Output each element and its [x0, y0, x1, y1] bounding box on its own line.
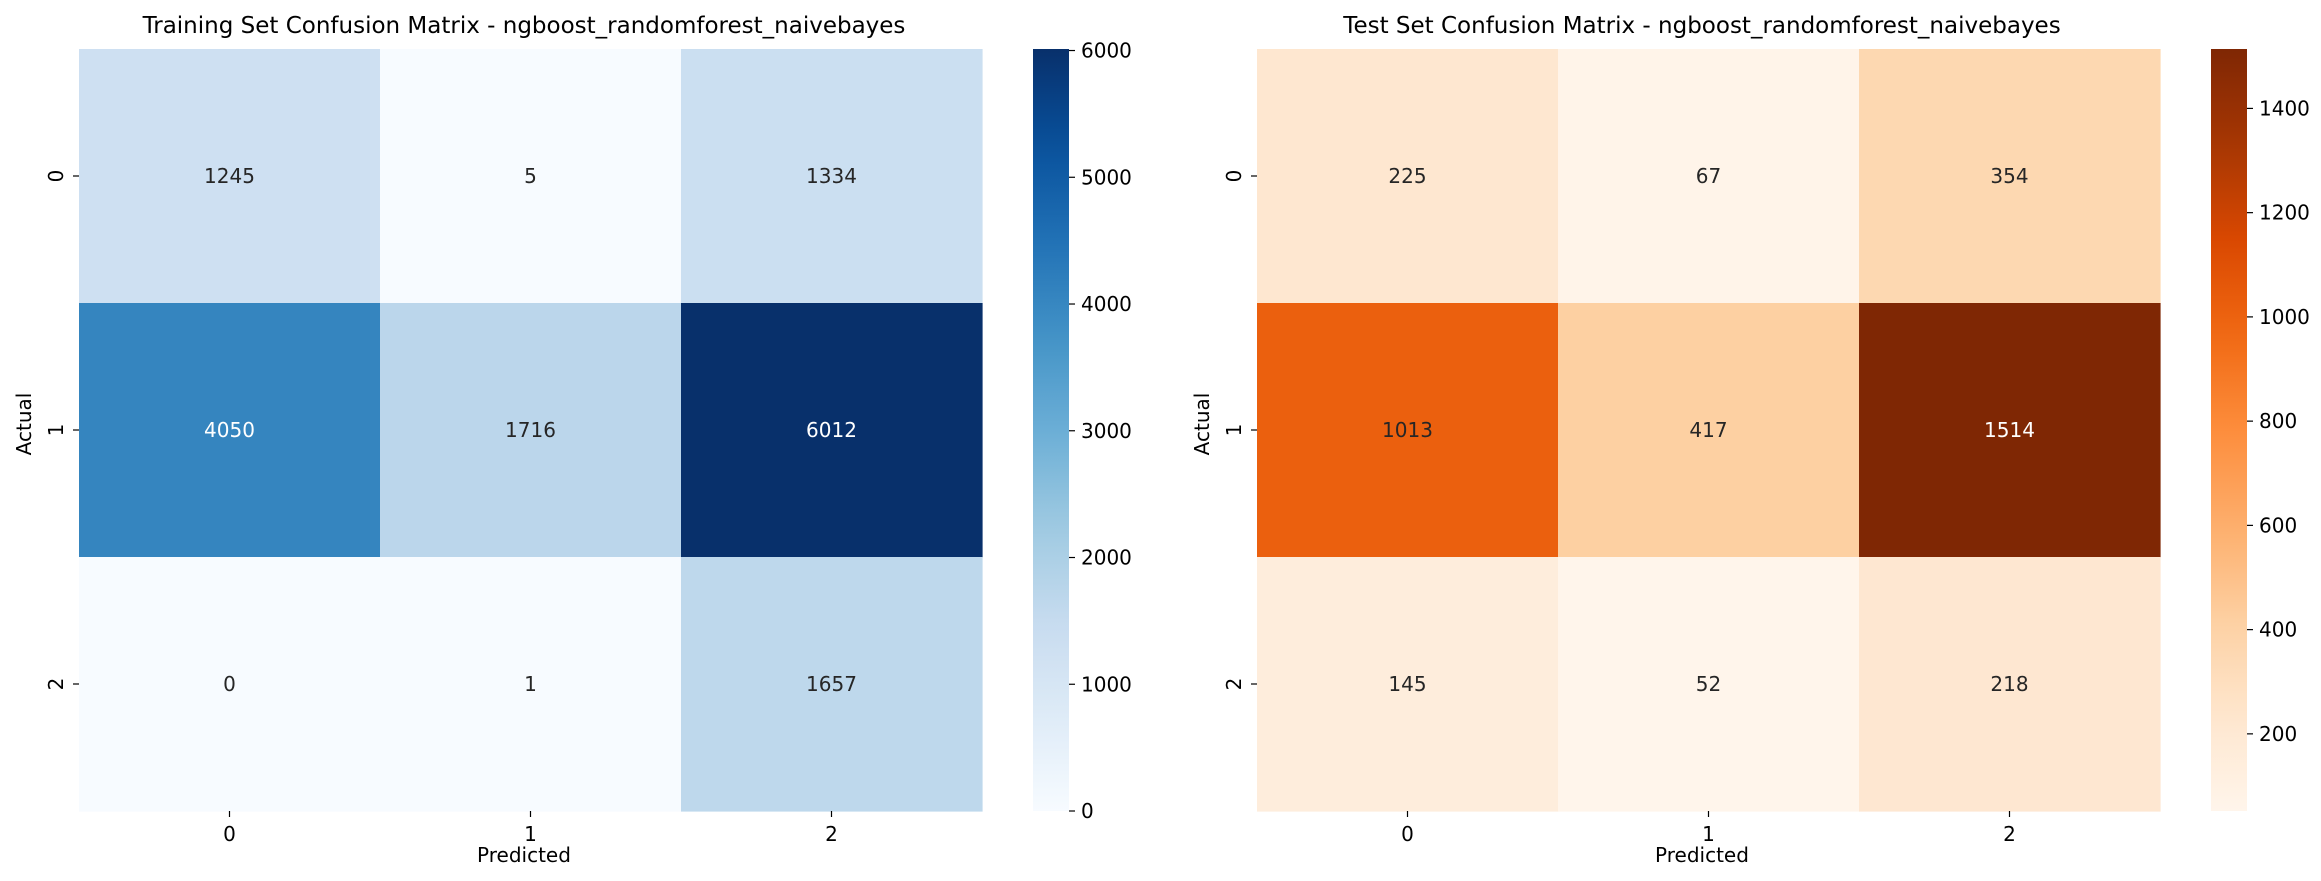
training-cell-r0-c0: [79, 49, 381, 304]
training-cell-label-r0-c1: 5: [524, 164, 537, 188]
test-cell-label-r0-c0: 225: [1388, 164, 1426, 188]
training-x-axis-label: Predicted: [477, 843, 571, 867]
training-x-tick-label: 1: [524, 822, 537, 846]
test-cell-r2-c1: [1558, 557, 1860, 812]
training-colorbar: 0 1000 2000 3000 4000 5000 6000: [1033, 39, 1132, 823]
test-colorbar-tick-label: 1000: [2259, 305, 2310, 329]
training-cell-label-r2-c0: 0: [223, 672, 236, 696]
training-cell-r1-c1: [380, 303, 682, 558]
training-colorbar-tick-label: 1000: [1081, 672, 1132, 696]
test-cell-r1-c1: [1558, 303, 1860, 558]
training-x-tick-label: 2: [825, 822, 838, 846]
test-x-axis-label: Predicted: [1655, 843, 1749, 867]
test-cell-r1-c2: [1859, 303, 2161, 558]
training-cell-label-r0-c0: 1245: [204, 164, 255, 188]
training-colorbar-tick-label: 4000: [1081, 292, 1132, 316]
training-colorbar-tick-label: 3000: [1081, 419, 1132, 443]
test-colorbar: 200 400 600 800 1000 1200 1400: [2211, 49, 2310, 811]
training-cell-label-r1-c2: 6012: [806, 418, 857, 442]
training-colorbar-tick-label: 6000: [1081, 39, 1132, 63]
test-cell-label-r2-c0: 145: [1388, 672, 1426, 696]
test-cell-r2-c0: [1257, 557, 1559, 812]
test-cell-label-r2-c2: 218: [1990, 672, 2028, 696]
test-cell-label-r2-c1: 52: [1696, 672, 1721, 696]
test-cell-label-r1-c1: 417: [1689, 418, 1727, 442]
training-colorbar-gradient: [1033, 49, 1069, 811]
test-confusion-matrix-panel: Test Set Confusion Matrix - ngboost_rand…: [1190, 13, 2310, 867]
test-cell-r0-c2: [1859, 49, 2161, 304]
training-cell-label-r1-c0: 4050: [204, 418, 255, 442]
training-y-axis-label: Actual: [12, 393, 36, 456]
test-x-tick-label: 2: [2003, 822, 2016, 846]
test-y-tick-label: 0: [1222, 170, 1246, 183]
training-y-tick-label: 1: [44, 424, 68, 437]
test-colorbar-tick-label: 400: [2259, 618, 2297, 642]
training-cell-label-r1-c1: 1716: [505, 418, 556, 442]
test-cell-label-r0-c2: 354: [1990, 164, 2028, 188]
test-colorbar-tick-label: 800: [2259, 409, 2297, 433]
training-confusion-matrix-panel: Training Set Confusion Matrix - ngboost_…: [12, 13, 1132, 867]
training-cell-r2-c2: [681, 557, 983, 812]
test-x-tick-label: 0: [1401, 822, 1414, 846]
training-y-ticks: 0 1 2: [44, 170, 79, 691]
test-cell-r0-c1: [1558, 49, 1860, 304]
test-y-axis-label: Actual: [1190, 393, 1214, 456]
training-cell-r1-c0: [79, 303, 381, 558]
training-colorbar-tick-label: 5000: [1081, 165, 1132, 189]
training-cell-r0-c1: [380, 49, 682, 304]
training-chart-title: Training Set Confusion Matrix - ngboost_…: [142, 13, 906, 39]
training-cell-r1-c2: [681, 303, 983, 558]
test-cell-label-r1-c2: 1514: [1984, 418, 2035, 442]
test-cell-r0-c0: [1257, 49, 1559, 304]
training-colorbar-tick-label: 2000: [1081, 546, 1132, 570]
test-colorbar-tick-label: 600: [2259, 513, 2297, 537]
training-cell-r2-c0: [79, 557, 381, 812]
training-cell-r0-c2: [681, 49, 983, 304]
test-y-tick-label: 1: [1222, 424, 1246, 437]
test-colorbar-gradient: [2211, 49, 2247, 811]
test-y-ticks: 0 1 2: [1222, 170, 1257, 691]
training-cell-label-r0-c2: 1334: [806, 164, 857, 188]
training-y-tick-label: 0: [44, 170, 68, 183]
test-chart-title: Test Set Confusion Matrix - ngboost_rand…: [1342, 13, 2060, 39]
test-cell-label-r1-c0: 1013: [1382, 418, 1433, 442]
test-x-tick-label: 1: [1702, 822, 1715, 846]
training-heatmap-cells: [79, 49, 983, 812]
training-cell-label-r2-c2: 1657: [806, 672, 857, 696]
training-x-ticks: 0 1 2: [223, 811, 838, 846]
test-cell-r2-c2: [1859, 557, 2161, 812]
test-cell-label-r0-c1: 67: [1696, 164, 1721, 188]
test-cell-r1-c0: [1257, 303, 1559, 558]
training-cell-labels: 1245 5 1334 4050 1716 6012 0 1 1657: [204, 164, 857, 696]
training-x-tick-label: 0: [223, 822, 236, 846]
test-cell-labels: 225 67 354 1013 417 1514 145 52 218: [1382, 164, 2035, 696]
test-y-tick-label: 2: [1222, 678, 1246, 691]
test-colorbar-tick-label: 200: [2259, 722, 2297, 746]
test-colorbar-tick-label: 1400: [2259, 96, 2310, 120]
training-y-tick-label: 2: [44, 678, 68, 691]
test-heatmap-cells: [1257, 49, 2161, 812]
test-x-ticks: 0 1 2: [1401, 811, 2016, 846]
training-cell-label-r2-c1: 1: [524, 672, 537, 696]
training-cell-r2-c1: [380, 557, 682, 812]
test-colorbar-tick-label: 1200: [2259, 201, 2310, 225]
training-colorbar-tick-label: 0: [1081, 799, 1094, 823]
